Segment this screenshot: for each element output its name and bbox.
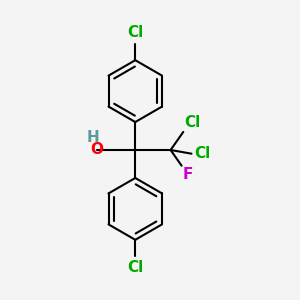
- Text: H: H: [86, 130, 99, 145]
- Text: F: F: [183, 167, 194, 182]
- Text: Cl: Cl: [185, 116, 201, 130]
- Text: Cl: Cl: [127, 26, 143, 40]
- Text: O: O: [91, 142, 103, 158]
- Text: Cl: Cl: [127, 260, 143, 274]
- Text: Cl: Cl: [194, 146, 210, 161]
